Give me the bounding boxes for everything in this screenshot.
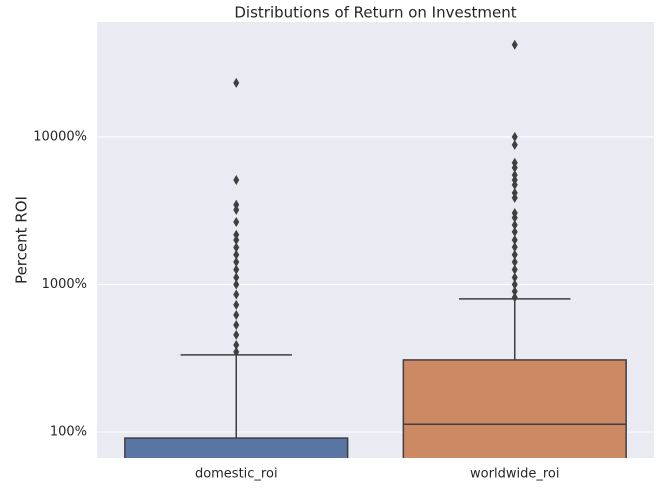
outlier bbox=[233, 272, 240, 283]
y-tick-label: 10000% bbox=[33, 129, 87, 144]
outlier bbox=[233, 216, 240, 227]
outlier bbox=[233, 249, 240, 260]
outlier bbox=[233, 229, 240, 240]
outlier bbox=[233, 289, 240, 300]
outlier bbox=[511, 279, 518, 290]
box bbox=[124, 437, 349, 458]
x-tick-label: worldwide_roi bbox=[470, 467, 559, 482]
outlier bbox=[511, 249, 518, 260]
y-axis-label: Percent ROI bbox=[13, 196, 31, 284]
y-tick-label: 100% bbox=[50, 425, 87, 440]
outlier bbox=[511, 212, 518, 223]
marks bbox=[124, 39, 627, 458]
outlier bbox=[511, 292, 518, 303]
outlier bbox=[233, 339, 240, 350]
outlier bbox=[233, 329, 240, 340]
outlier bbox=[511, 242, 518, 253]
outlier bbox=[233, 242, 240, 253]
outlier bbox=[233, 320, 240, 331]
chart-title: Distributions of Return on Investment bbox=[234, 4, 516, 22]
outlier bbox=[511, 192, 518, 203]
outlier bbox=[511, 219, 518, 230]
x-tick-label: domestic_roi bbox=[195, 467, 278, 482]
outlier bbox=[511, 169, 518, 180]
outlier bbox=[511, 131, 518, 142]
outlier bbox=[511, 139, 518, 150]
outlier bbox=[511, 286, 518, 297]
outlier bbox=[233, 299, 240, 310]
box bbox=[402, 359, 627, 458]
outlier bbox=[511, 264, 518, 275]
outlier bbox=[511, 235, 518, 246]
outlier bbox=[233, 264, 240, 275]
outlier bbox=[233, 346, 240, 357]
outlier bbox=[511, 179, 518, 190]
outlier bbox=[233, 256, 240, 267]
outlier bbox=[233, 175, 240, 186]
outlier bbox=[233, 309, 240, 320]
outlier bbox=[511, 226, 518, 237]
y-tick-label: 1000% bbox=[42, 277, 87, 292]
outlier bbox=[511, 256, 518, 267]
outlier bbox=[233, 204, 240, 215]
outlier bbox=[233, 235, 240, 246]
outlier bbox=[511, 39, 518, 50]
outlier bbox=[233, 199, 240, 210]
outlier bbox=[511, 162, 518, 173]
outlier bbox=[233, 77, 240, 88]
outlier bbox=[233, 279, 240, 290]
outlier bbox=[511, 272, 518, 283]
